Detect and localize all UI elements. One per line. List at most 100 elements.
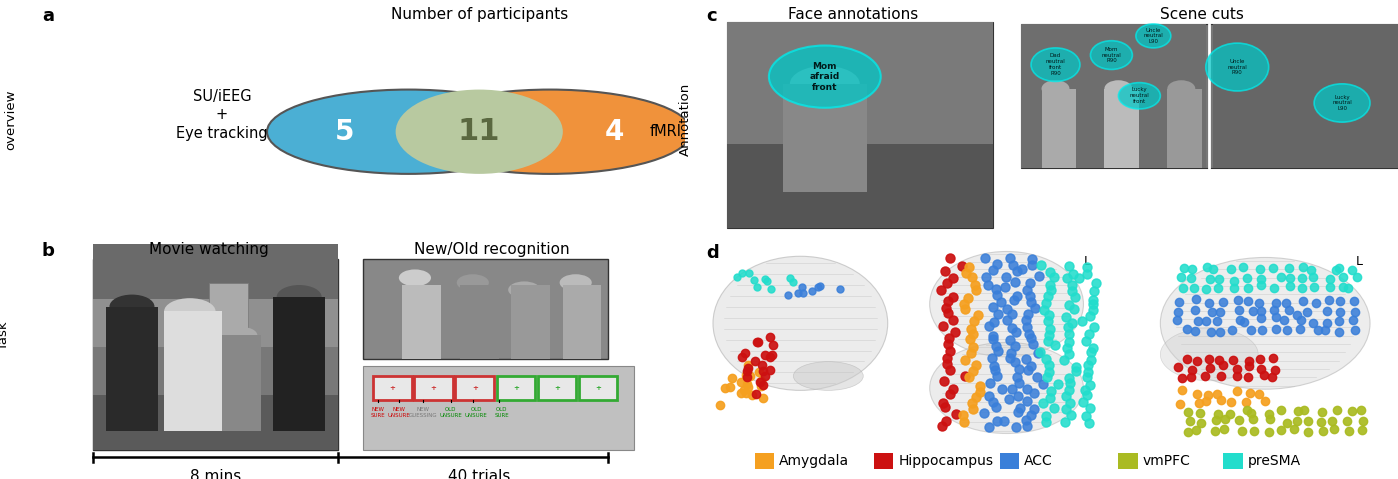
Ellipse shape <box>509 282 540 298</box>
Text: OLD
UNSURE: OLD UNSURE <box>464 407 488 418</box>
Ellipse shape <box>1205 43 1269 91</box>
Bar <box>1167 89 1202 168</box>
Bar <box>1212 24 1398 168</box>
Ellipse shape <box>396 90 563 174</box>
Bar <box>456 376 493 400</box>
Ellipse shape <box>164 298 215 325</box>
Bar <box>363 366 633 450</box>
Text: SU/iEEG
+
Eye tracking: SU/iEEG + Eye tracking <box>176 89 268 141</box>
Text: 8 mins: 8 mins <box>190 469 242 479</box>
Text: 4: 4 <box>604 118 624 146</box>
Bar <box>210 283 247 407</box>
Text: Hippocampus: Hippocampus <box>899 454 993 468</box>
Bar <box>363 259 608 359</box>
Text: L: L <box>1083 254 1090 268</box>
Bar <box>274 297 324 431</box>
Ellipse shape <box>793 362 864 390</box>
Bar <box>94 244 338 299</box>
Text: +: + <box>596 385 601 391</box>
Bar <box>727 144 993 228</box>
Bar <box>727 22 993 228</box>
Text: 11: 11 <box>459 117 500 146</box>
Bar <box>1118 453 1138 469</box>
Ellipse shape <box>1118 83 1160 109</box>
Bar <box>94 292 338 347</box>
Text: Mom
neutral
R90: Mom neutral R90 <box>1102 47 1121 63</box>
Text: preSMA: preSMA <box>1248 454 1302 468</box>
Text: b: b <box>42 242 55 260</box>
Text: Uncle
neutral
L90: Uncle neutral L90 <box>1144 28 1163 44</box>
Text: Number of participants: Number of participants <box>390 7 568 22</box>
Bar <box>460 285 499 359</box>
Text: Data
overview: Data overview <box>0 90 17 150</box>
Bar <box>538 376 576 400</box>
Text: L: L <box>1356 254 1363 268</box>
Text: +: + <box>554 385 561 391</box>
Bar <box>94 259 338 450</box>
Ellipse shape <box>408 90 692 174</box>
Bar <box>94 340 338 395</box>
Ellipse shape <box>267 90 549 174</box>
Bar <box>874 453 893 469</box>
Text: ACC: ACC <box>1023 454 1053 468</box>
Bar <box>579 376 618 400</box>
Text: c: c <box>706 7 717 25</box>
Text: 40 trials: 40 trials <box>447 469 510 479</box>
Text: Scene cuts: Scene cuts <box>1160 7 1244 22</box>
Ellipse shape <box>1090 41 1132 69</box>
Bar <box>1042 89 1076 168</box>
Text: Face annotations: Face annotations <box>787 7 918 22</box>
Ellipse shape <box>713 256 888 390</box>
Ellipse shape <box>277 285 322 309</box>
Text: fMRI: fMRI <box>650 124 682 139</box>
Ellipse shape <box>109 295 155 319</box>
Text: NEW
SURE: NEW SURE <box>370 407 386 418</box>
Bar <box>512 285 549 359</box>
Bar <box>106 307 158 431</box>
Text: Task: Task <box>0 321 10 350</box>
Bar <box>94 395 338 450</box>
Text: d: d <box>706 244 719 262</box>
Bar <box>1021 24 1398 168</box>
Ellipse shape <box>790 66 860 102</box>
Ellipse shape <box>1314 84 1370 122</box>
Bar <box>373 376 411 400</box>
Bar <box>1104 89 1139 168</box>
Bar <box>783 84 867 192</box>
Ellipse shape <box>769 46 881 108</box>
Bar <box>563 285 601 359</box>
Bar <box>1223 453 1243 469</box>
Text: Annotation: Annotation <box>678 83 692 156</box>
Ellipse shape <box>1104 80 1132 97</box>
Bar <box>403 285 440 359</box>
Text: +: + <box>390 385 396 391</box>
Bar <box>755 453 774 469</box>
Text: Movie watching: Movie watching <box>150 242 268 257</box>
Text: +: + <box>431 385 436 391</box>
Bar <box>727 22 993 144</box>
Ellipse shape <box>398 269 431 286</box>
Text: Mom
afraid
front: Mom afraid front <box>809 62 840 91</box>
Ellipse shape <box>1032 48 1079 81</box>
Text: a: a <box>42 7 55 25</box>
Ellipse shape <box>930 251 1083 357</box>
Ellipse shape <box>1160 258 1370 389</box>
Bar <box>496 376 535 400</box>
Text: Lucky
neutral
L90: Lucky neutral L90 <box>1332 95 1352 111</box>
Text: 5: 5 <box>334 118 354 146</box>
Bar <box>164 311 222 431</box>
Text: NEW
GUESSING: NEW GUESSING <box>408 407 438 418</box>
Ellipse shape <box>1135 24 1170 48</box>
Text: NEW
UNSURE: NEW UNSURE <box>387 407 410 418</box>
Bar <box>222 335 260 431</box>
Ellipse shape <box>559 274 591 291</box>
Text: Dad
neutral
front
R90: Dad neutral front R90 <box>1046 54 1065 76</box>
Bar <box>1000 453 1019 469</box>
Text: New/Old recognition: New/Old recognition <box>414 242 570 257</box>
Text: Lucky
neutral
front: Lucky neutral front <box>1130 88 1149 104</box>
Text: OLD
SURE: OLD SURE <box>495 407 509 418</box>
Ellipse shape <box>225 327 257 344</box>
Ellipse shape <box>1167 80 1195 97</box>
Text: vmPFC: vmPFC <box>1144 454 1191 468</box>
Text: Uncle
neutral
R90: Uncle neutral R90 <box>1227 59 1247 75</box>
